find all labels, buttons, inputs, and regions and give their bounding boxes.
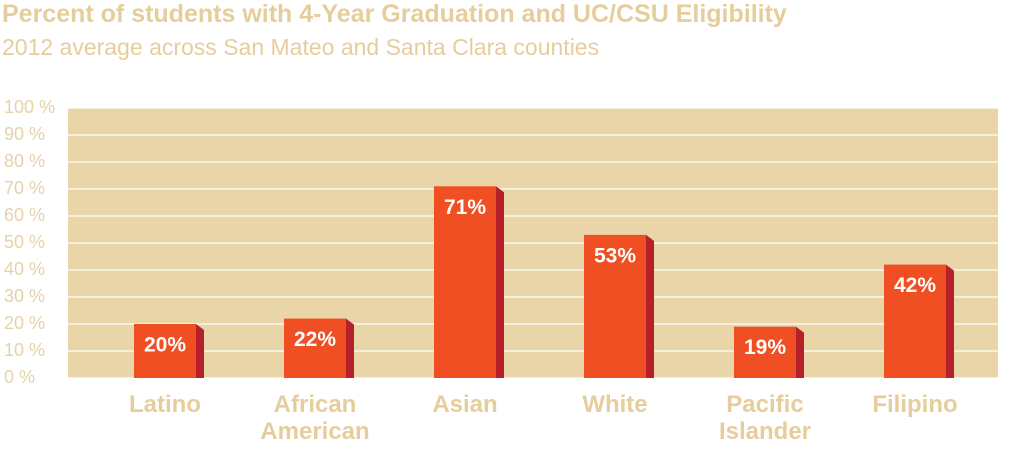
bar-side xyxy=(196,324,204,378)
x-tick-label: White xyxy=(582,391,648,418)
bar-side xyxy=(946,264,954,378)
x-tick-label: Asian xyxy=(432,391,498,418)
y-tick-label: 100 % xyxy=(4,97,55,117)
bar-side xyxy=(496,186,504,378)
y-tick-label: 50 % xyxy=(4,232,45,252)
value-label: 42% xyxy=(894,274,936,297)
value-label: 20% xyxy=(144,334,186,357)
chart-subtitle: 2012 average across San Mateo and Santa … xyxy=(2,34,600,60)
y-tick-label: 10 % xyxy=(4,340,45,360)
y-tick-label: 90 % xyxy=(4,124,45,144)
bar xyxy=(584,234,646,378)
y-tick-label: 0 % xyxy=(4,367,35,387)
bar-side xyxy=(646,234,654,378)
bar xyxy=(884,264,946,378)
value-label: 22% xyxy=(294,328,336,351)
y-tick-label: 80 % xyxy=(4,151,45,171)
value-label: 71% xyxy=(444,196,486,219)
x-tick-label: Pacific Islander xyxy=(718,391,812,445)
x-tick-label: African American xyxy=(260,391,370,445)
y-tick-label: 70 % xyxy=(4,178,45,198)
value-label: 53% xyxy=(594,244,636,267)
bar xyxy=(134,324,196,378)
bar xyxy=(284,318,346,378)
y-tick-label: 30 % xyxy=(4,286,45,306)
bar xyxy=(434,186,496,378)
y-tick-label: 40 % xyxy=(4,259,45,279)
y-tick-label: 60 % xyxy=(4,205,45,225)
chart-title: Percent of students with 4-Year Graduati… xyxy=(2,0,787,28)
bar-side xyxy=(796,326,804,378)
bar xyxy=(734,326,796,378)
value-label: 19% xyxy=(744,336,786,359)
bar-side xyxy=(346,318,354,378)
x-tick-label: Filipino xyxy=(872,391,958,418)
y-tick-label: 20 % xyxy=(4,313,45,333)
x-tick-label: Latino xyxy=(129,391,201,418)
